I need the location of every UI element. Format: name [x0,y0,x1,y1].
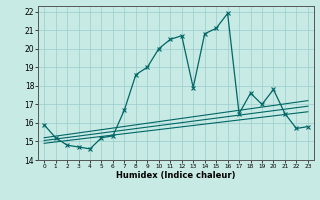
X-axis label: Humidex (Indice chaleur): Humidex (Indice chaleur) [116,171,236,180]
